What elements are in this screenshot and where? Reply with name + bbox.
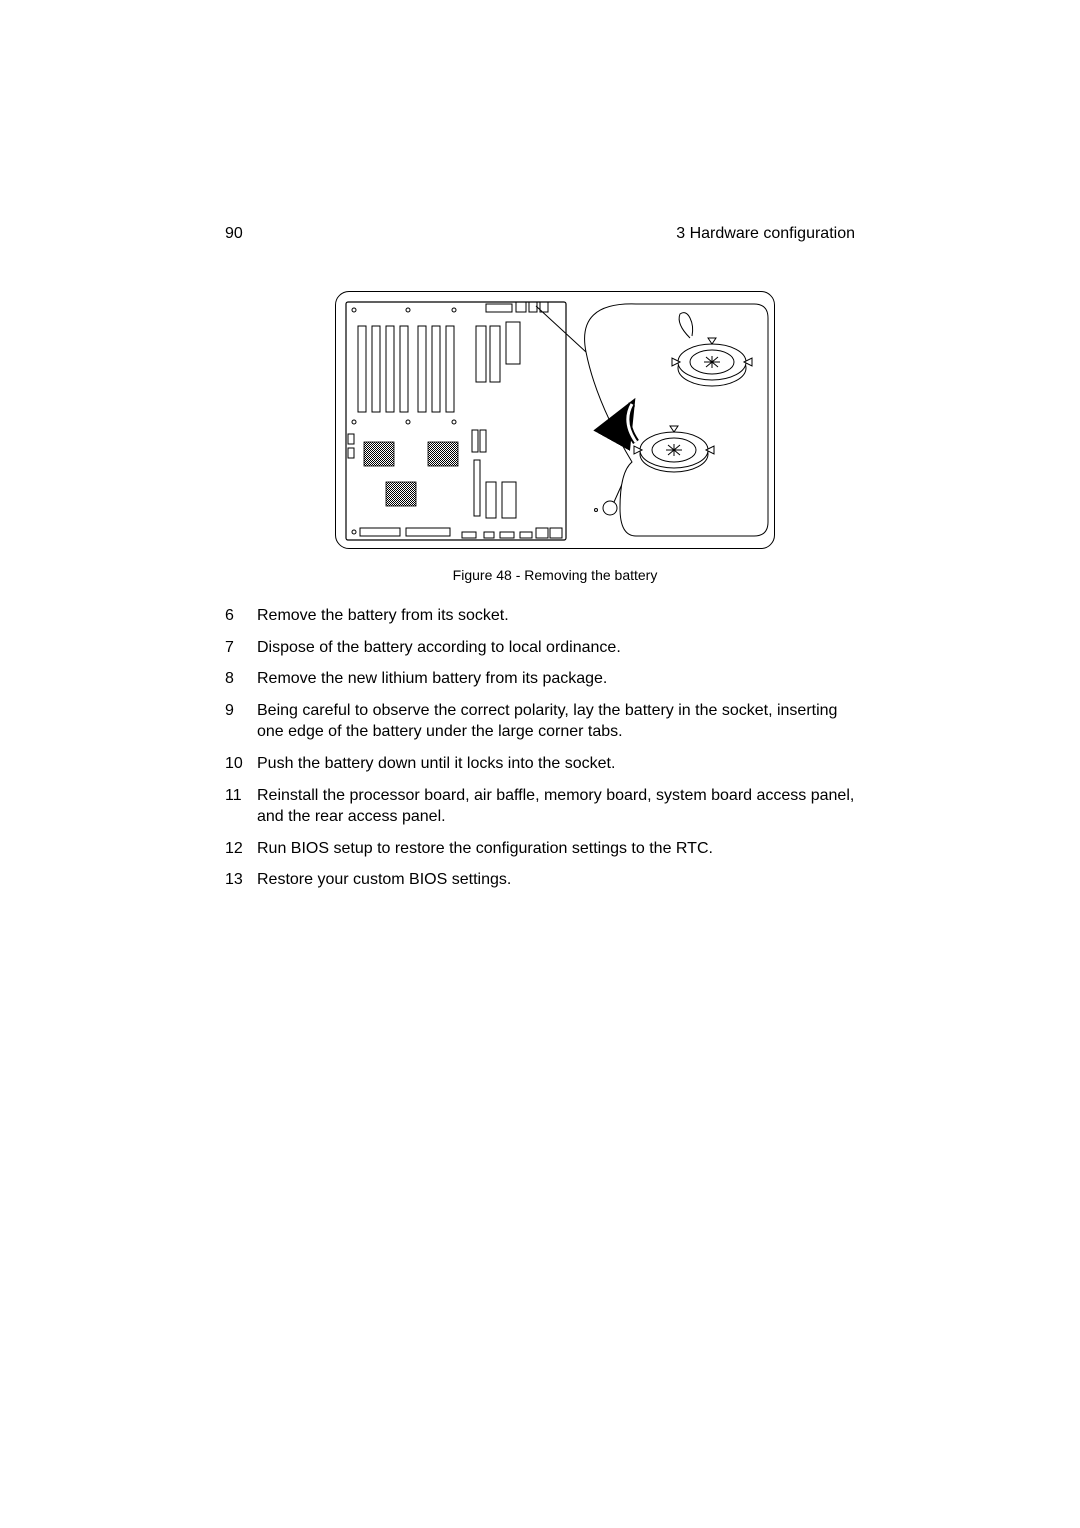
list-item: 8 Remove the new lithium battery from it… bbox=[225, 668, 855, 690]
list-item: 13 Restore your custom BIOS settings. bbox=[225, 869, 855, 891]
list-item: 7 Dispose of the battery according to lo… bbox=[225, 637, 855, 659]
page-header: 90 3 Hardware configuration bbox=[225, 225, 855, 243]
list-item: 11 Reinstall the processor board, air ba… bbox=[225, 785, 855, 828]
figure-diagram bbox=[335, 291, 775, 549]
section-header: 3 Hardware configuration bbox=[676, 225, 855, 243]
step-number: 7 bbox=[225, 637, 257, 659]
step-number: 6 bbox=[225, 605, 257, 627]
step-number: 9 bbox=[225, 700, 257, 743]
step-number: 12 bbox=[225, 838, 257, 860]
step-text: Reinstall the processor board, air baffl… bbox=[257, 785, 855, 828]
list-item: 9 Being careful to observe the correct p… bbox=[225, 700, 855, 743]
step-text: Remove the battery from its socket. bbox=[257, 605, 855, 627]
figure-container bbox=[255, 291, 855, 549]
step-text: Remove the new lithium battery from its … bbox=[257, 668, 855, 690]
list-item: 10 Push the battery down until it locks … bbox=[225, 753, 855, 775]
step-text: Run BIOS setup to restore the configurat… bbox=[257, 838, 855, 860]
step-text: Push the battery down until it locks int… bbox=[257, 753, 855, 775]
list-item: 12 Run BIOS setup to restore the configu… bbox=[225, 838, 855, 860]
page-number: 90 bbox=[225, 225, 243, 243]
document-page: 90 3 Hardware configuration bbox=[225, 225, 855, 901]
step-number: 13 bbox=[225, 869, 257, 891]
step-text: Being careful to observe the correct pol… bbox=[257, 700, 855, 743]
instruction-list: 6 Remove the battery from its socket. 7 … bbox=[225, 605, 855, 891]
motherboard-battery-diagram bbox=[336, 292, 775, 549]
step-text: Restore your custom BIOS settings. bbox=[257, 869, 855, 891]
figure-caption: Figure 48 - Removing the battery bbox=[255, 567, 855, 583]
step-number: 8 bbox=[225, 668, 257, 690]
list-item: 6 Remove the battery from its socket. bbox=[225, 605, 855, 627]
step-number: 11 bbox=[225, 785, 257, 828]
step-number: 10 bbox=[225, 753, 257, 775]
step-text: Dispose of the battery according to loca… bbox=[257, 637, 855, 659]
